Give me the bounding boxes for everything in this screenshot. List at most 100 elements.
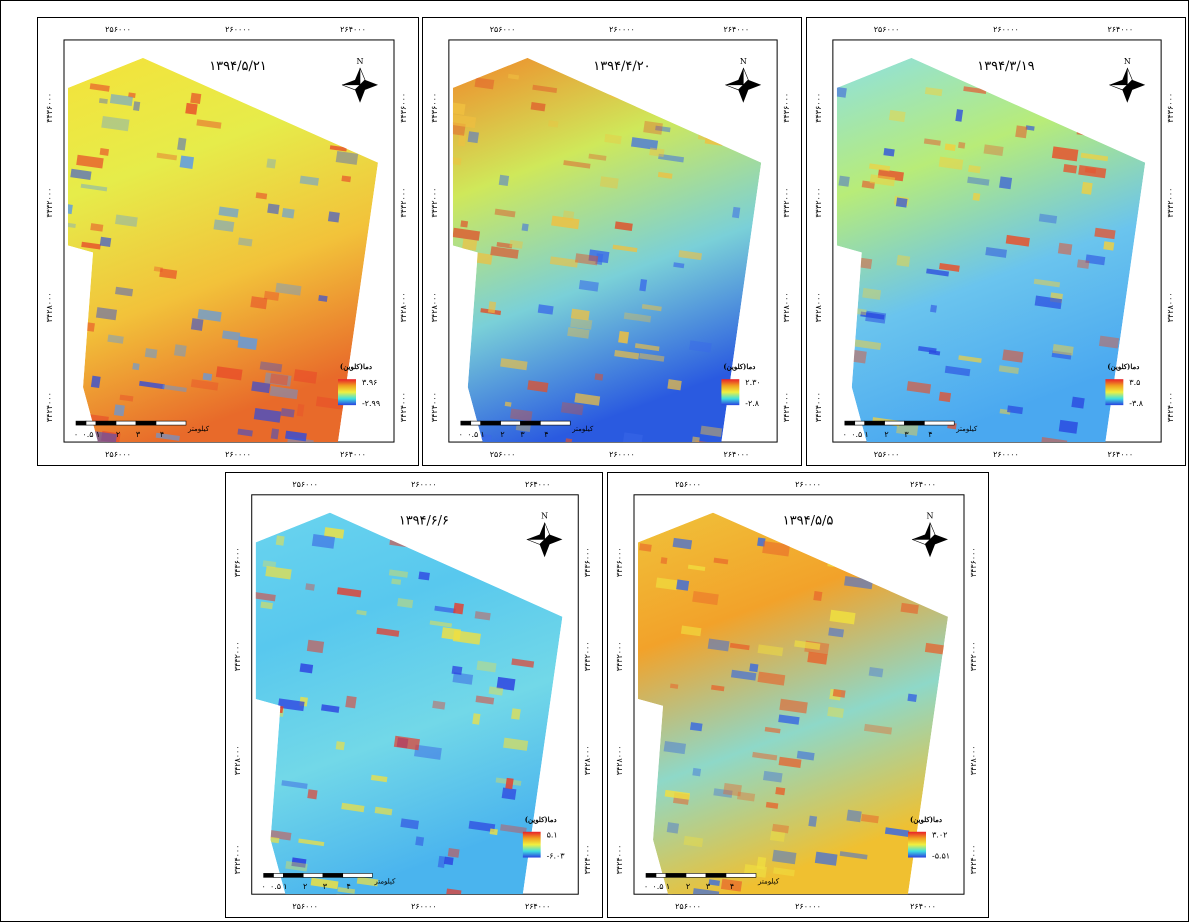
raster-patch: [836, 439, 841, 443]
x-coord-label: ۲۶۴۰۰۰: [1108, 450, 1134, 459]
y-coord-label: ۳۴۲۴۰۰۰: [399, 392, 408, 422]
raster-patch: [562, 210, 575, 221]
raster-patch: [307, 789, 318, 800]
raster-patch: [434, 605, 456, 614]
raster-patch: [259, 361, 283, 373]
raster-patch: [38, 326, 57, 335]
raster-patch: [190, 379, 219, 391]
raster-patch: [836, 437, 842, 443]
raster-patch: [865, 310, 887, 324]
raster-patch: [548, 120, 559, 128]
scale-segment: [725, 873, 757, 878]
raster-patch: [255, 751, 269, 766]
legend-min: -۳.۸: [1129, 399, 1143, 408]
map: ۲۵۶۰۰۰ ۲۵۶۰۰۰ ۲۶۰۰۰۰ ۲۶۰۰۰۰ ۲۶۴۰۰۰ ۲۶۴۰۰۰ ۳۴۳۶…: [423, 25, 791, 459]
x-coord-label: ۲۶۴۰۰۰: [525, 480, 550, 489]
raster-patch: [883, 148, 895, 157]
raster-patch: [68, 222, 76, 228]
raster-patch: [320, 704, 340, 713]
raster-patch: [839, 279, 860, 287]
raster-patch: [423, 326, 450, 341]
y-coord-label: ۳۴۳۲۰۰۰: [233, 641, 242, 671]
raster-patch: [1057, 242, 1073, 256]
raster-patch: [1081, 181, 1093, 195]
raster-patch: [618, 330, 630, 344]
raster-patch: [938, 391, 952, 403]
raster-patch: [819, 241, 836, 255]
scale-unit: کیلومتر: [955, 425, 978, 433]
scale-tick: ۰.۵: [652, 882, 663, 891]
raster-patch: [836, 410, 855, 420]
raster-patch: [1080, 152, 1109, 162]
raster-patch: [643, 120, 663, 135]
raster-patch: [693, 96, 716, 107]
raster-patch: [370, 774, 388, 783]
legend-title: دما(کلوین): [723, 362, 755, 371]
raster-patch: [215, 366, 243, 381]
raster-patch: [76, 154, 104, 169]
raster-patch: [814, 851, 838, 866]
legend-ramp: [908, 831, 926, 858]
raster-patch: [265, 566, 292, 580]
y-coord-label: ۳۴۳۲۰۰۰: [1166, 188, 1175, 218]
scale-tick: ۰.۵: [467, 430, 478, 439]
y-coord-label: ۳۴۲۸۰۰۰: [430, 292, 439, 322]
raster-patch: [830, 544, 844, 555]
y-coord-label: ۳۴۳۶۰۰۰: [45, 93, 54, 123]
scale-tick: ۴: [544, 430, 548, 439]
raster-patch: [285, 430, 307, 442]
raster-patch: [452, 114, 477, 129]
raster-patch: [763, 770, 783, 783]
raster-patch: [1063, 164, 1078, 174]
raster-patch: [574, 253, 599, 266]
raster-patch: [560, 402, 584, 416]
raster-patch: [896, 421, 919, 436]
raster-patch: [622, 432, 643, 443]
raster-patch: [475, 252, 493, 265]
raster-patch: [440, 108, 448, 114]
raster-patch: [639, 352, 665, 362]
raster-patch: [884, 827, 910, 837]
raster-patch: [846, 809, 862, 823]
raster-patch: [655, 125, 671, 133]
raster-patch: [162, 384, 187, 393]
raster-patch: [689, 340, 712, 353]
raster-patch: [772, 849, 797, 865]
scale-tick: ۱: [283, 882, 287, 891]
raster-patch: [549, 256, 579, 268]
scale-tick: ۱: [666, 882, 670, 891]
raster-patch: [453, 602, 464, 615]
raster-patch: [113, 404, 125, 417]
raster-patch: [669, 93, 688, 100]
raster-patch: [515, 587, 531, 598]
raster-patch: [90, 430, 118, 443]
raster-patch: [509, 239, 523, 249]
scale-segment: [540, 420, 571, 426]
raster-patch: [737, 791, 756, 802]
raster-patch: [669, 683, 679, 689]
raster-patch: [765, 801, 779, 809]
raster-patch: [264, 524, 279, 532]
raster-patch: [963, 86, 987, 95]
y-coord-label: ۳۴۳۶۰۰۰: [782, 93, 791, 123]
raster-patch: [756, 856, 767, 870]
raster-patch: [687, 564, 706, 572]
raster-patch: [838, 175, 850, 187]
legend-max: ۳.۵: [1129, 378, 1140, 387]
raster-patch: [532, 84, 558, 94]
raster-patch: [222, 330, 241, 341]
legend-title: دما(کلوین): [340, 362, 372, 371]
raster-patch: [277, 698, 305, 712]
raster-patch: [1033, 278, 1061, 288]
y-coord-label: ۳۴۳۶۰۰۰: [1166, 93, 1175, 123]
x-coord-label: ۲۶۰۰۰۰: [795, 902, 821, 911]
raster-patch: [89, 83, 110, 92]
legend-max: ۲.۳۰: [745, 378, 760, 387]
raster-patch: [1025, 125, 1035, 131]
x-coord-label: ۲۵۶۰۰۰: [874, 25, 900, 34]
raster-patch: [918, 345, 937, 354]
raster-patch: [462, 238, 478, 251]
raster-patch: [335, 741, 345, 751]
legend-max: ۳.۹۶: [362, 378, 377, 387]
raster-patch: [306, 639, 325, 654]
